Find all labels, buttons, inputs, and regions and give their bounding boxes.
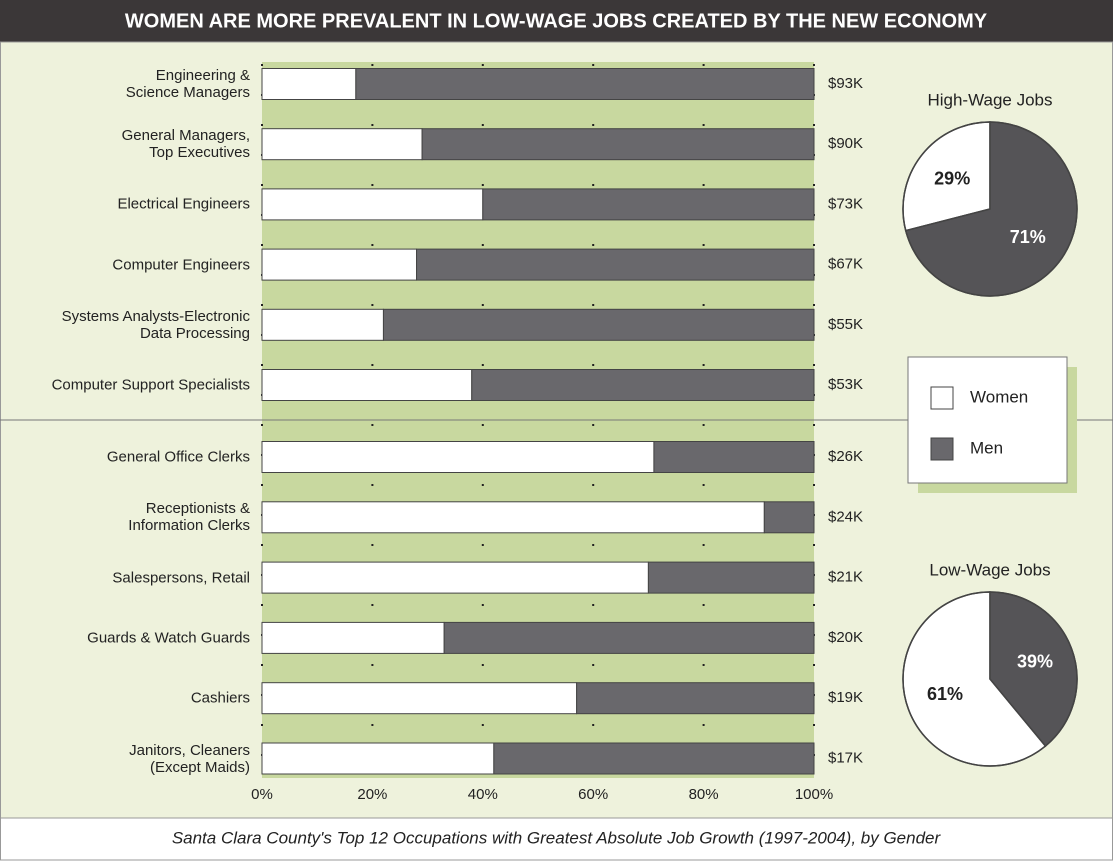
x-tick-label: 60% (578, 786, 608, 803)
wage-label: $19K (828, 689, 863, 706)
bar-segment (416, 248, 815, 281)
pie-label: 71% (1010, 227, 1046, 247)
bar-segment (576, 682, 815, 715)
bar-segment (261, 621, 445, 654)
pie-title: Low-Wage Jobs (929, 560, 1050, 579)
category-label: Computer Engineers (112, 256, 250, 274)
bar-segment (421, 128, 815, 161)
bar-segment (763, 501, 815, 534)
bar-segment (261, 501, 765, 534)
wage-label: $55K (828, 316, 863, 333)
bar-segment (647, 561, 815, 594)
category-label: Computer Support Specialists (51, 376, 250, 394)
pie-label: 29% (934, 168, 970, 188)
pie-label: 61% (927, 684, 963, 704)
wage-label: $73K (828, 195, 863, 212)
bar-segment (493, 742, 815, 775)
bar-segment (261, 308, 384, 341)
category-label: Receptionists & Information Clerks (128, 500, 250, 535)
x-tick-label: 20% (357, 786, 387, 803)
legend (907, 356, 1068, 484)
bar-segment (261, 128, 423, 161)
bar-segment (482, 188, 815, 221)
pie-title: High-Wage Jobs (927, 90, 1052, 109)
category-label: Engineering & Science Managers (125, 67, 250, 101)
category-label: Systems Analysts-Electronic Data Process… (61, 307, 250, 342)
chart-title: WOMEN ARE MORE PREVALENT IN LOW-WAGE JOB… (125, 10, 988, 32)
category-label: General Managers, Top Executives (121, 127, 250, 162)
category-label: Electrical Engineers (117, 195, 250, 213)
wage-label: $26K (828, 448, 863, 465)
caption: Santa Clara County's Top 12 Occupations … (172, 828, 942, 847)
bar-segment (355, 68, 815, 100)
legend-label: Women (970, 387, 1028, 406)
bar-segment (261, 68, 357, 100)
wage-label: $67K (828, 256, 863, 273)
x-tick-label: 100% (795, 786, 833, 803)
wage-label: $24K (828, 508, 863, 525)
wage-label: $53K (828, 376, 863, 393)
bar-segment (471, 369, 815, 401)
bar-segment (443, 621, 815, 654)
wage-label: $17K (828, 749, 863, 766)
bar-segment (261, 682, 578, 715)
pie-outline (902, 121, 1078, 297)
footer (0, 817, 1113, 861)
wage-label: $20K (828, 629, 863, 646)
pie-outline (902, 591, 1078, 767)
bar-segment (261, 441, 655, 473)
category-label: Janitors, Cleaners (Except Maids) (129, 741, 250, 776)
category-label: Salespersons, Retail (112, 569, 250, 587)
legend-swatch (930, 386, 954, 410)
x-tick-label: 80% (689, 786, 719, 803)
bar-segment (261, 369, 473, 401)
legend-label: Men (970, 438, 1003, 457)
wage-label: $93K (828, 75, 863, 92)
wage-label: $21K (828, 569, 863, 586)
wage-label: $90K (828, 135, 863, 152)
title-bar (0, 0, 1113, 42)
category-label: General Office Clerks (106, 448, 250, 466)
pie-label: 39% (1017, 652, 1053, 672)
x-tick-label: 0% (251, 786, 273, 803)
bar-segment (261, 742, 495, 775)
category-label: Guards & Watch Guards (87, 629, 250, 647)
bar-segment (382, 308, 815, 341)
bar-segment (261, 561, 649, 594)
legend-swatch (930, 437, 954, 461)
bar-segment (261, 188, 484, 221)
x-tick-label: 40% (468, 786, 498, 803)
bar-segment (261, 248, 418, 281)
bar-segment (653, 441, 815, 473)
category-label: Cashiers (190, 689, 250, 707)
